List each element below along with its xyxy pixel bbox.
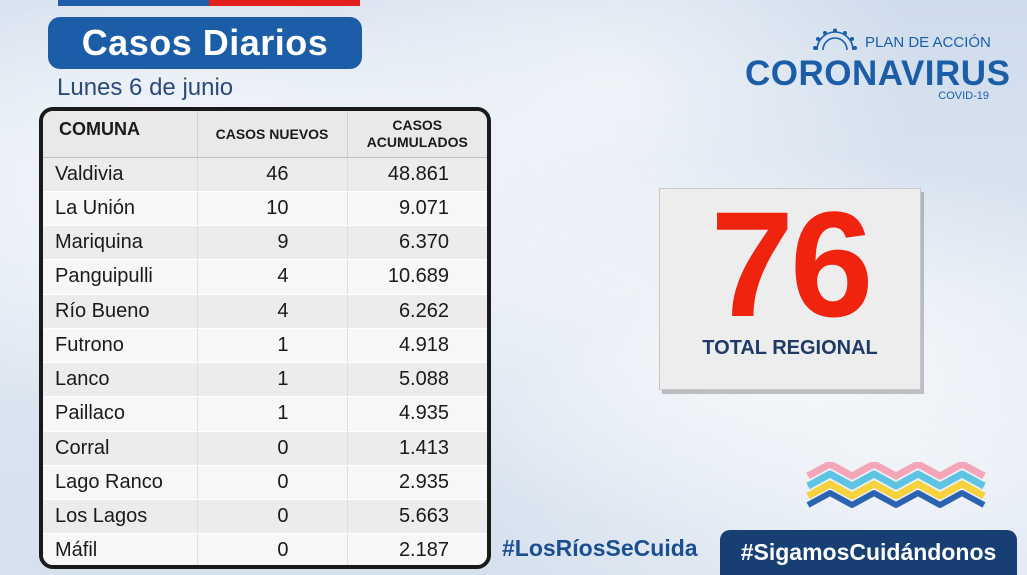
hashtag-sigamos: #SigamosCuidándonos — [720, 530, 1017, 575]
header-comuna: COMUNA — [43, 111, 198, 158]
cell-casos-nuevos: 1 — [197, 362, 348, 398]
header-casos-nuevos: CASOS NUEVOS — [197, 111, 348, 158]
cell-casos-nuevos: 0 — [197, 431, 348, 466]
top-strip-blue — [58, 0, 209, 6]
cell-casos-nuevos: 1 — [197, 396, 348, 432]
cell-casos-acumulados: 10.689 — [347, 259, 487, 295]
cell-comuna: Máfil — [43, 533, 198, 565]
cell-casos-nuevos: 46 — [197, 157, 348, 192]
cell-comuna: Corral — [43, 431, 198, 466]
cell-casos-acumulados: 4.935 — [347, 396, 487, 432]
cell-comuna: Río Bueno — [43, 294, 198, 329]
logo-coronavirus-text: CORONAVIRUS — [745, 54, 1011, 93]
table-row: Futrono 1 4.918 — [43, 328, 487, 364]
report-date: Lunes 6 de junio — [57, 74, 234, 101]
cell-comuna: Panguipulli — [43, 259, 198, 295]
wave-stripes-icon — [806, 462, 986, 508]
top-strip-red — [209, 0, 360, 6]
table-row: La Unión 10 9.071 — [43, 191, 487, 227]
cell-comuna: Los Lagos — [43, 499, 198, 535]
cell-casos-nuevos: 4 — [197, 294, 348, 329]
header-acumulados-line1: CASOS — [392, 116, 443, 133]
header-casos-acumulados: CASOS ACUMULADOS — [347, 111, 487, 158]
cell-casos-nuevos: 4 — [197, 259, 348, 295]
header-acumulados-line2: ACUMULADOS — [366, 133, 468, 150]
total-regional-box: 76 TOTAL REGIONAL — [659, 188, 921, 390]
cell-comuna: Lago Ranco — [43, 465, 198, 501]
table-row: Río Bueno 4 6.262 — [43, 294, 487, 329]
top-color-strip — [58, 0, 360, 6]
logo-covid-text: COVID-19 — [938, 90, 989, 102]
cell-casos-acumulados: 9.071 — [347, 191, 487, 227]
table-header-row: COMUNA CASOS NUEVOS CASOS ACUMULADOS — [43, 111, 487, 158]
cell-comuna: Valdivia — [43, 157, 198, 192]
virus-icon — [813, 28, 857, 51]
table-row: Lago Ranco 0 2.935 — [43, 465, 487, 501]
cell-casos-nuevos: 0 — [197, 533, 348, 565]
total-regional-value: 76 — [710, 180, 874, 348]
cell-casos-nuevos: 0 — [197, 499, 348, 535]
cell-casos-acumulados: 2.187 — [347, 533, 487, 565]
cell-casos-nuevos: 0 — [197, 465, 348, 501]
plan-coronavirus-logo: PLAN DE ACCIÓN CORONAVIRUS COVID-19 — [745, 28, 1010, 108]
logo-plan-text: PLAN DE ACCIÓN — [865, 34, 991, 51]
hashtag-los-rios: #LosRíosSeCuida — [502, 535, 698, 561]
table-row: Los Lagos 0 5.663 — [43, 499, 487, 535]
cell-comuna: La Unión — [43, 191, 198, 227]
cell-casos-acumulados: 5.088 — [347, 362, 487, 398]
table-row: Paillaco 1 4.935 — [43, 396, 487, 432]
table-row: Corral 0 1.413 — [43, 431, 487, 466]
cell-casos-acumulados: 2.935 — [347, 465, 487, 501]
cell-casos-nuevos: 9 — [197, 225, 348, 261]
cell-casos-acumulados: 6.370 — [347, 225, 487, 261]
table-row: Panguipulli 4 10.689 — [43, 259, 487, 295]
cell-casos-acumulados: 5.663 — [347, 499, 487, 535]
table-row: Lanco 1 5.088 — [43, 362, 487, 398]
cell-casos-nuevos: 10 — [197, 191, 348, 227]
cell-comuna: Lanco — [43, 362, 198, 398]
cell-comuna: Futrono — [43, 328, 198, 364]
cell-comuna: Mariquina — [43, 225, 198, 261]
cell-casos-acumulados: 6.262 — [347, 294, 487, 329]
cell-casos-acumulados: 1.413 — [347, 431, 487, 466]
table-row: Valdivia 46 48.861 — [43, 157, 487, 192]
page-title: Casos Diarios — [48, 17, 362, 69]
cases-table: COMUNA CASOS NUEVOS CASOS ACUMULADOS Val… — [39, 107, 491, 569]
cell-comuna: Paillaco — [43, 396, 198, 432]
total-regional-label: TOTAL REGIONAL — [702, 337, 878, 359]
cell-casos-acumulados: 4.918 — [347, 328, 487, 364]
table-row: Mariquina 9 6.370 — [43, 225, 487, 261]
cell-casos-nuevos: 1 — [197, 328, 348, 364]
table-row: Máfil 0 2.187 — [43, 533, 487, 565]
cell-casos-acumulados: 48.861 — [347, 157, 487, 192]
